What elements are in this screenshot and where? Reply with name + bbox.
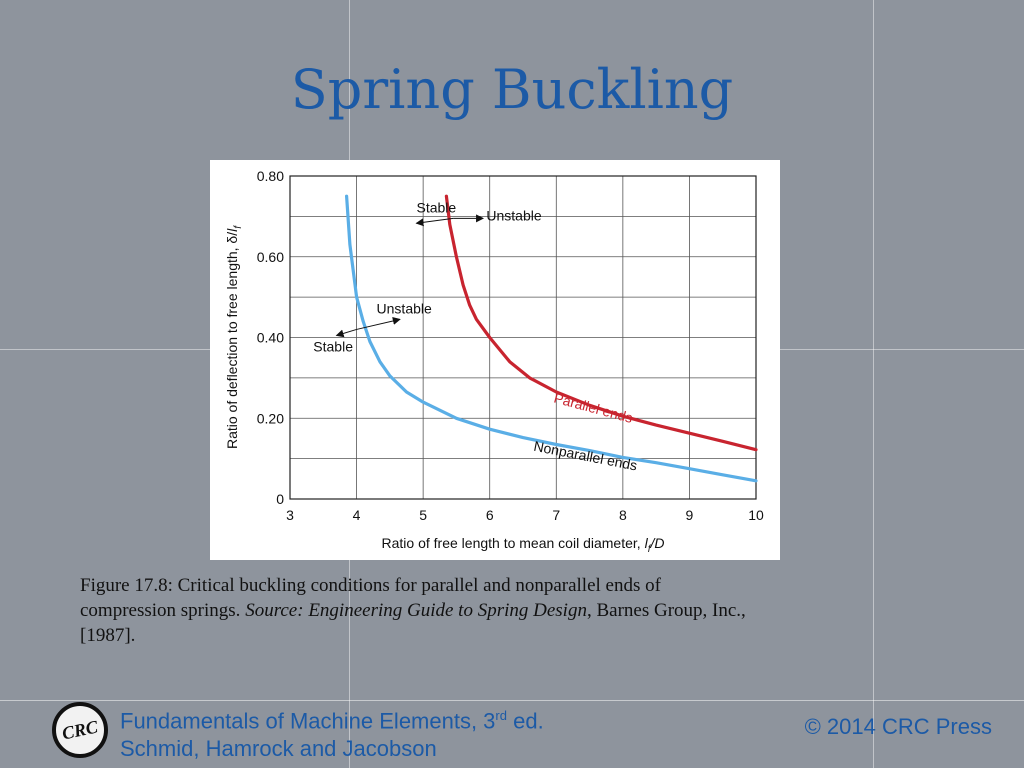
chart-annotation: Stable: [416, 199, 456, 215]
arrow-indicator: [335, 328, 357, 338]
book-title-text: Fundamentals of Machine Elements, 3: [120, 708, 496, 734]
caption-line-1: Figure 17.8: Critical buckling condition…: [80, 575, 661, 596]
series-line-nonparallel-ends: [345, 194, 758, 483]
book-authors: Schmid, Hamrock and Jacobson: [120, 736, 437, 762]
x-tick-label: 10: [748, 507, 764, 523]
plot-frame: [289, 175, 757, 500]
caption-line-3: [1987].: [80, 625, 136, 646]
x-tick-label: 4: [353, 507, 361, 523]
x-tick-label: 8: [619, 507, 627, 523]
book-title-sup: rd: [495, 708, 507, 723]
x-tick-label: 5: [419, 507, 427, 523]
crc-logo: CRC: [52, 702, 108, 758]
background-gridline: [873, 0, 874, 768]
caption-text: compression springs.: [80, 600, 246, 621]
y-tick-label: 0.80: [257, 168, 284, 184]
x-tick-label: 3: [286, 507, 294, 523]
x-tick-label: 7: [552, 507, 560, 523]
book-title-suffix: ed.: [506, 708, 544, 734]
footer-book-info: Fundamentals of Machine Elements, 3rd ed…: [120, 702, 544, 763]
x-tick-label: 9: [686, 507, 694, 523]
figure-caption: Figure 17.8: Critical buckling condition…: [80, 573, 950, 648]
buckling-chart: 3 4 5 6 7 8 9 10 0 0.20 0.40 0.60 0.80 Ratio of free …: [224, 168, 764, 555]
book-title: Fundamentals of Machine Elements, 3rd ed…: [120, 702, 544, 735]
crc-logo-text: CRC: [60, 715, 100, 744]
chart-annotation: Unstable: [377, 300, 432, 316]
caption-publisher: , Barnes Group, Inc.,: [586, 600, 746, 621]
x-axis-label: Ratio of free length to mean coil diamet…: [382, 535, 665, 555]
figure-panel: 3 4 5 6 7 8 9 10 0 0.20 0.40 0.60 0.80 Ratio of free …: [210, 160, 780, 560]
chart-annotation: Unstable: [486, 207, 541, 223]
slide-title: Spring Buckling: [290, 58, 734, 121]
copyright: © 2014 CRC Press: [804, 714, 992, 739]
y-axis-label: Ratio of deflection to free length, δ/lf: [224, 225, 244, 449]
chart-annotation: Stable: [313, 339, 353, 355]
x-tick-label: 6: [486, 507, 494, 523]
caption-line-2: compression springs. Source: Engineering…: [80, 598, 950, 623]
series-line-parallel-ends: [444, 194, 758, 452]
footer-divider: [0, 700, 1024, 701]
y-tick-label: 0: [276, 491, 284, 507]
y-tick-label: 0.20: [257, 410, 284, 426]
chart-annotation: Parallel ends: [552, 390, 634, 426]
caption-source: Source: Engineering Guide to Spring Desi…: [245, 600, 587, 621]
y-tick-label: 0.60: [257, 249, 284, 265]
arrow-indicator: [356, 317, 401, 330]
arrow-indicator: [415, 217, 454, 227]
y-tick-label: 0.40: [257, 330, 284, 346]
